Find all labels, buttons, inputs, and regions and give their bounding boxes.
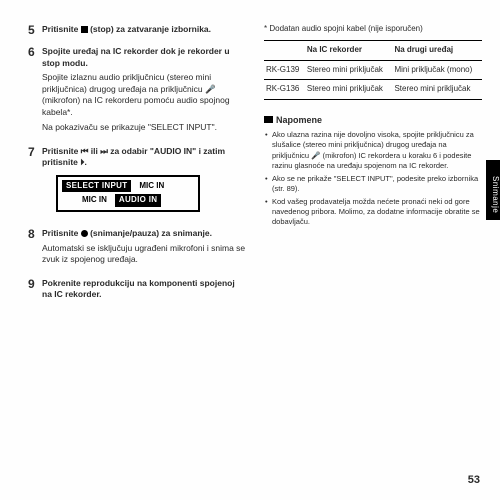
t: Pritisnite	[42, 228, 81, 238]
lcd-item: SELECT INPUT	[62, 180, 131, 193]
notes-list: Ako ulazna razina nije dovoljno visoka, …	[264, 130, 482, 227]
table-row: RK-G139 Stereo mini priključak Mini prik…	[264, 60, 482, 80]
step-title: Pritisnite ⏮ ili ⏭ za odabir "AUDIO IN" …	[42, 146, 246, 169]
notes-title: Napomene	[264, 114, 482, 126]
step-title: Pritisnite (stop) za zatvaranje izbornik…	[42, 24, 246, 35]
td: RK-G139	[264, 60, 305, 80]
step-6: 6 Spojite uređaj na IC rekorder dok je r…	[28, 46, 246, 137]
step-number: 8	[28, 228, 42, 269]
td: Stereo mini priključak	[305, 60, 393, 80]
step-number: 7	[28, 146, 42, 221]
section-tab: Snimanje	[486, 160, 500, 220]
record-icon	[81, 230, 88, 237]
t: Pritisnite	[42, 146, 81, 156]
right-column: * Dodatan audio spojni kabel (nije ispor…	[264, 24, 482, 312]
cable-table: Na IC rekorder Na drugi uređaj RK-G139 S…	[264, 40, 482, 100]
step-5: 5 Pritisnite (stop) za zatvaranje izborn…	[28, 24, 246, 38]
td: RK-G136	[264, 80, 305, 100]
td: Stereo mini priključak	[305, 80, 393, 100]
step-text: Spojite izlaznu audio priključnicu (ster…	[42, 72, 246, 118]
next-icon: ⏭	[100, 146, 108, 156]
page-number: 53	[468, 473, 480, 488]
lcd-item: AUDIO IN	[115, 194, 161, 207]
step-number: 6	[28, 46, 42, 137]
t: Pritisnite	[42, 24, 81, 34]
list-item: Ako se ne prikaže "SELECT INPUT", podesi…	[264, 174, 482, 194]
t: ili	[88, 146, 100, 156]
lcd-item: MIC IN	[78, 194, 111, 207]
t: (snimanje/pauza) za snimanje.	[88, 228, 212, 238]
th: Na IC rekorder	[305, 40, 393, 60]
th	[264, 40, 305, 60]
t: (stop) za zatvaranje izbornika.	[88, 24, 211, 34]
lcd-item: MIC IN	[135, 180, 168, 193]
step-number: 5	[28, 24, 42, 38]
step-7: 7 Pritisnite ⏮ ili ⏭ za odabir "AUDIO IN…	[28, 146, 246, 221]
step-text: Automatski se isključuju ugrađeni mikrof…	[42, 243, 246, 266]
t: .	[85, 157, 87, 167]
footnote: * Dodatan audio spojni kabel (nije ispor…	[264, 24, 482, 35]
step-title: Pokrenite reprodukciju na kompo­nenti sp…	[42, 278, 246, 301]
td: Stereo mini priključak	[392, 80, 482, 100]
stop-icon	[81, 26, 88, 33]
list-item: Ako ulazna razina nije dovoljno visoka, …	[264, 130, 482, 171]
left-column: 5 Pritisnite (stop) za zatvaranje izborn…	[28, 24, 246, 312]
step-title: Pritisnite (snimanje/pauza) za snimanje.	[42, 228, 246, 239]
step-text: Na pokazivaču se prikazuje "SELECT INPUT…	[42, 122, 246, 133]
lcd-display: SELECT INPUT MIC IN MIC IN AUDIO IN	[56, 175, 200, 213]
step-9: 9 Pokrenite reprodukciju na kompo­nenti …	[28, 278, 246, 304]
step-number: 9	[28, 278, 42, 304]
list-item: Kod vašeg prodavatelja možda nećete pron…	[264, 197, 482, 227]
th: Na drugi uređaj	[392, 40, 482, 60]
table-row: RK-G136 Stereo mini priključak Stereo mi…	[264, 80, 482, 100]
td: Mini priključak (mono)	[392, 60, 482, 80]
step-8: 8 Pritisnite (snimanje/pauza) za snimanj…	[28, 228, 246, 269]
step-title: Spojite uređaj na IC rekorder dok je rek…	[42, 46, 246, 69]
